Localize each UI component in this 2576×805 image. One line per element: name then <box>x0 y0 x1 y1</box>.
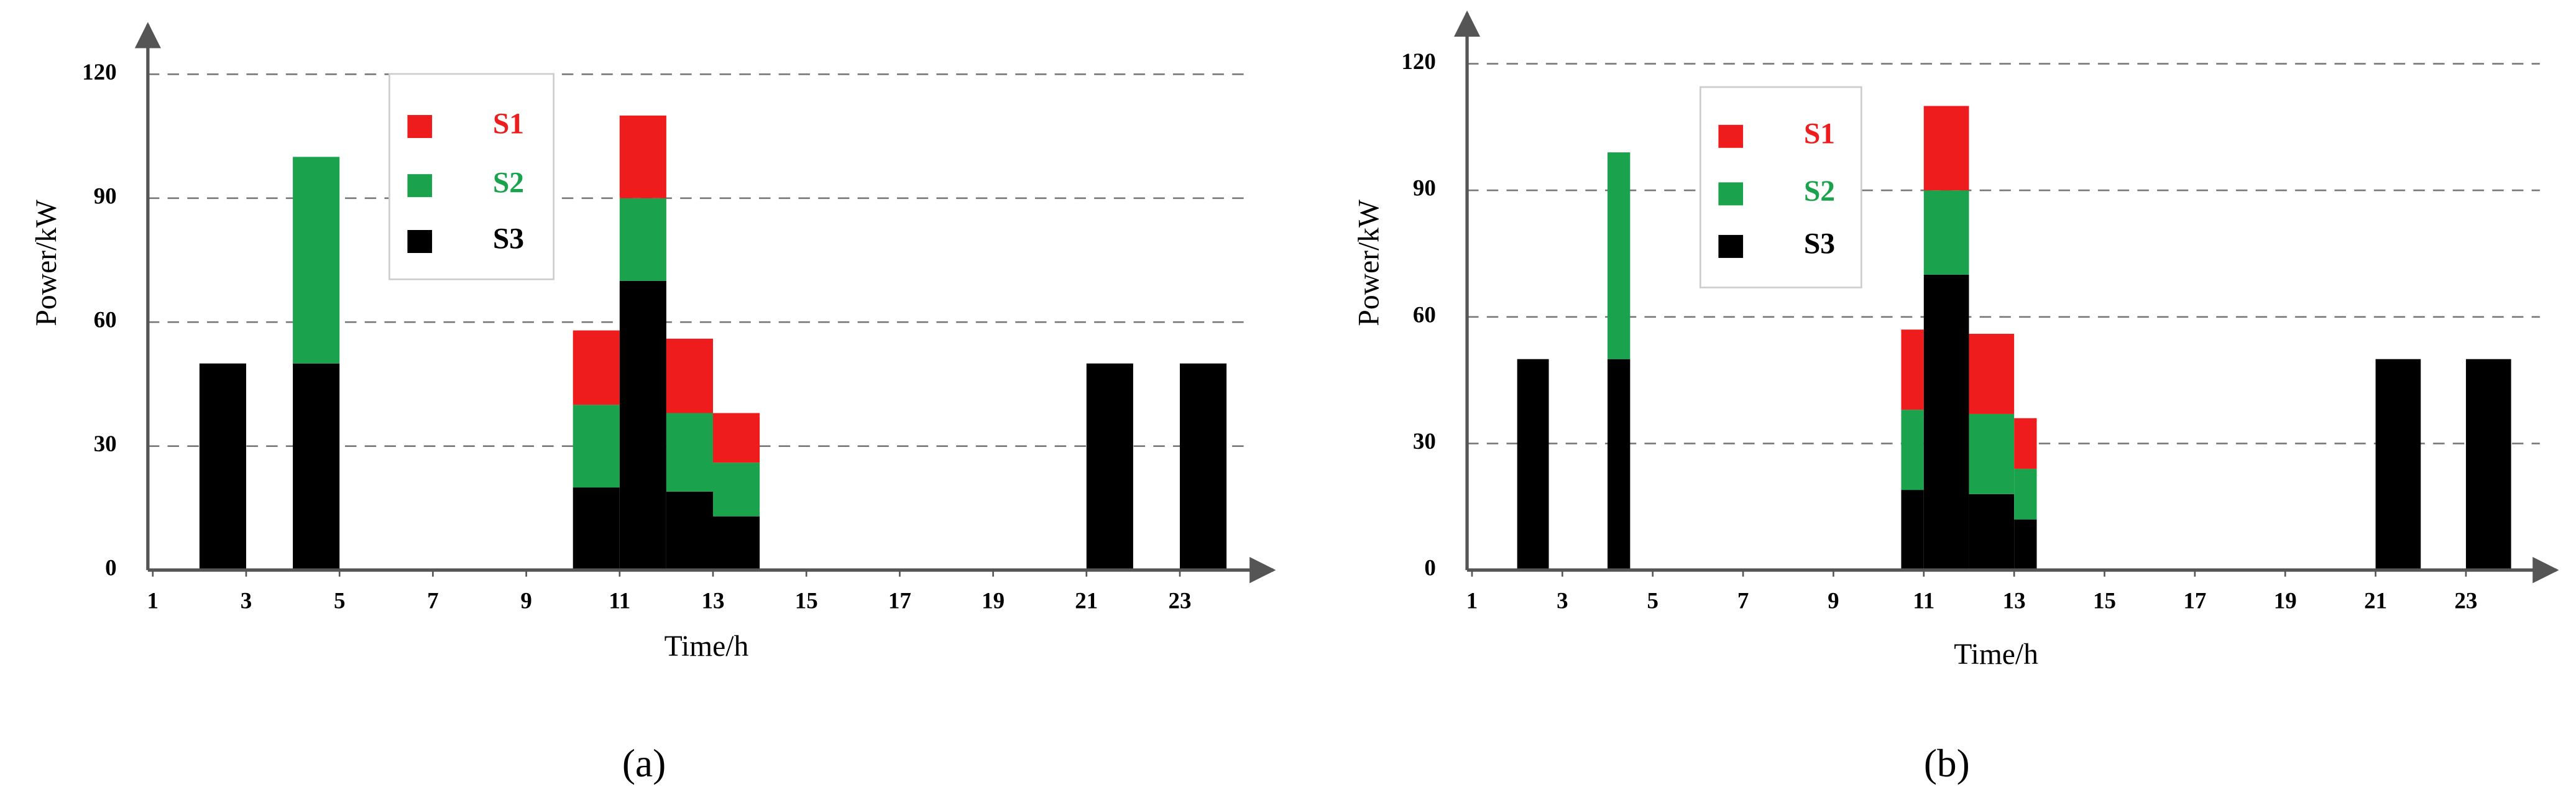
bar-segment <box>1923 190 1969 275</box>
x-tick-label: 3 <box>1557 588 1568 614</box>
bar-segment <box>1969 333 2015 414</box>
legend-label: S2 <box>493 167 524 200</box>
subplot-label: (b) <box>1924 741 1970 785</box>
x-axis-label: Time/h <box>1954 638 2038 671</box>
legend-swatch <box>1718 124 1744 148</box>
bar-segment <box>293 157 340 364</box>
bar-segment <box>666 491 713 571</box>
y-axis-label: Power/kW <box>30 200 63 326</box>
x-axis-label: Time/h <box>665 630 749 663</box>
x-tick-label: 1 <box>1466 588 1478 614</box>
x-tick-label: 7 <box>1737 588 1749 614</box>
y-tick-label: 120 <box>82 60 117 85</box>
bar-segment <box>1608 152 1631 359</box>
bar-segment <box>666 413 713 492</box>
x-tick-label: 19 <box>2274 588 2297 614</box>
legend-swatch <box>407 230 433 253</box>
x-tick-label: 3 <box>241 588 252 614</box>
bar-segment <box>1517 359 1549 571</box>
bar-segment <box>573 330 620 405</box>
y-tick-label: 60 <box>94 308 117 333</box>
y-tick-label: 120 <box>1401 49 1436 75</box>
bar-segment <box>573 487 620 571</box>
bar-segment <box>1969 494 2015 571</box>
x-tick-label: 13 <box>702 588 725 614</box>
x-tick-label: 5 <box>1647 588 1658 614</box>
bar-segment <box>2375 359 2421 571</box>
bar-segment <box>1608 359 1631 571</box>
x-tick-label: 11 <box>609 588 630 614</box>
x-tick-label: 9 <box>520 588 532 614</box>
x-tick-label: 1 <box>147 588 159 614</box>
y-tick-label: 60 <box>1413 302 1436 328</box>
legend-label: S1 <box>493 108 524 140</box>
x-tick-label: 13 <box>2003 588 2026 614</box>
x-tick-label: 7 <box>427 588 439 614</box>
bar-segment <box>1923 274 1969 571</box>
bar-segment <box>2465 359 2511 571</box>
bar-segment <box>2014 519 2037 571</box>
x-tick-label: 19 <box>982 588 1005 614</box>
bar-segment <box>199 363 246 571</box>
bar-segment <box>1901 410 1924 490</box>
y-tick-label: 90 <box>1413 176 1436 201</box>
bar-segment <box>1969 413 2015 494</box>
bar-segment <box>1923 106 1969 191</box>
bar-segment <box>2014 418 2037 469</box>
x-tick-label: 17 <box>2183 588 2206 614</box>
bar-segment <box>1901 329 1924 410</box>
x-tick-label: 17 <box>888 588 911 614</box>
bar-segment <box>573 405 620 488</box>
y-tick-label: 30 <box>94 431 117 457</box>
x-tick-label: 5 <box>334 588 346 614</box>
x-tick-label: 21 <box>2364 588 2387 614</box>
bar-segment <box>1901 490 1924 571</box>
bar-segment <box>666 338 713 413</box>
x-tick-label: 23 <box>2454 588 2477 614</box>
bar-segment <box>619 280 666 571</box>
y-axis-label: Power/kW <box>1353 200 1386 326</box>
bar-segment <box>619 115 666 198</box>
subplot-label: (a) <box>622 741 666 785</box>
x-tick-label: 15 <box>2093 588 2116 614</box>
bar-segment <box>1180 363 1227 571</box>
legend-swatch <box>407 115 433 138</box>
legend-swatch <box>1718 182 1744 206</box>
legend-swatch <box>1718 234 1744 258</box>
bar-segment <box>713 413 760 463</box>
legend-label: S1 <box>1804 117 1835 150</box>
bar-segment <box>1086 363 1133 571</box>
bar-segment <box>713 462 760 517</box>
y-tick-label: 90 <box>94 183 117 209</box>
legend-label: S3 <box>493 223 524 255</box>
y-tick-label: 30 <box>1413 429 1436 454</box>
y-tick-label: 0 <box>1424 556 1436 581</box>
bar-segment <box>2014 469 2037 520</box>
bar-segment <box>713 516 760 571</box>
bar-segment <box>619 198 666 281</box>
x-tick-label: 9 <box>1828 588 1839 614</box>
x-tick-label: 21 <box>1075 588 1098 614</box>
legend-swatch <box>407 174 433 198</box>
x-tick-label: 15 <box>795 588 818 614</box>
bar-segment <box>293 363 340 571</box>
y-tick-label: 0 <box>105 556 117 581</box>
x-tick-label: 23 <box>1169 588 1192 614</box>
legend-label: S3 <box>1804 228 1835 260</box>
legend-label: S2 <box>1804 175 1835 208</box>
x-tick-label: 11 <box>1913 588 1934 614</box>
